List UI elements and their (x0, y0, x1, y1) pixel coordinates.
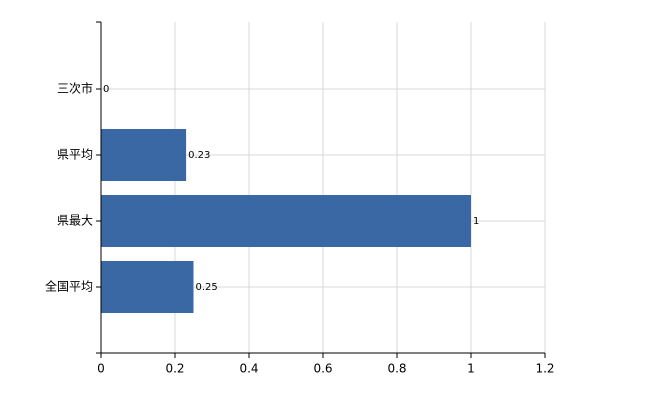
bar (101, 129, 187, 181)
value-label: 0.23 (188, 150, 210, 161)
x-tick-label: 0.8 (387, 362, 406, 376)
x-tick-label: 0.4 (239, 362, 258, 376)
x-tick-label: 1 (467, 362, 475, 376)
y-tick-label: 三次市 (57, 81, 93, 96)
x-tick-label: 0.2 (165, 362, 184, 376)
y-tick-label: 全国平均 (45, 279, 93, 294)
value-label: 1 (473, 216, 479, 227)
x-tick-label: 0 (97, 362, 105, 376)
value-label: 0 (103, 84, 109, 95)
y-tick-label: 県平均 (57, 148, 93, 162)
bar (101, 195, 471, 247)
x-tick-label: 1.2 (535, 362, 554, 376)
bar (101, 261, 194, 313)
y-tick-label: 県最大 (57, 214, 93, 228)
x-tick-label: 0.6 (313, 362, 332, 376)
value-label: 0.25 (196, 282, 218, 293)
